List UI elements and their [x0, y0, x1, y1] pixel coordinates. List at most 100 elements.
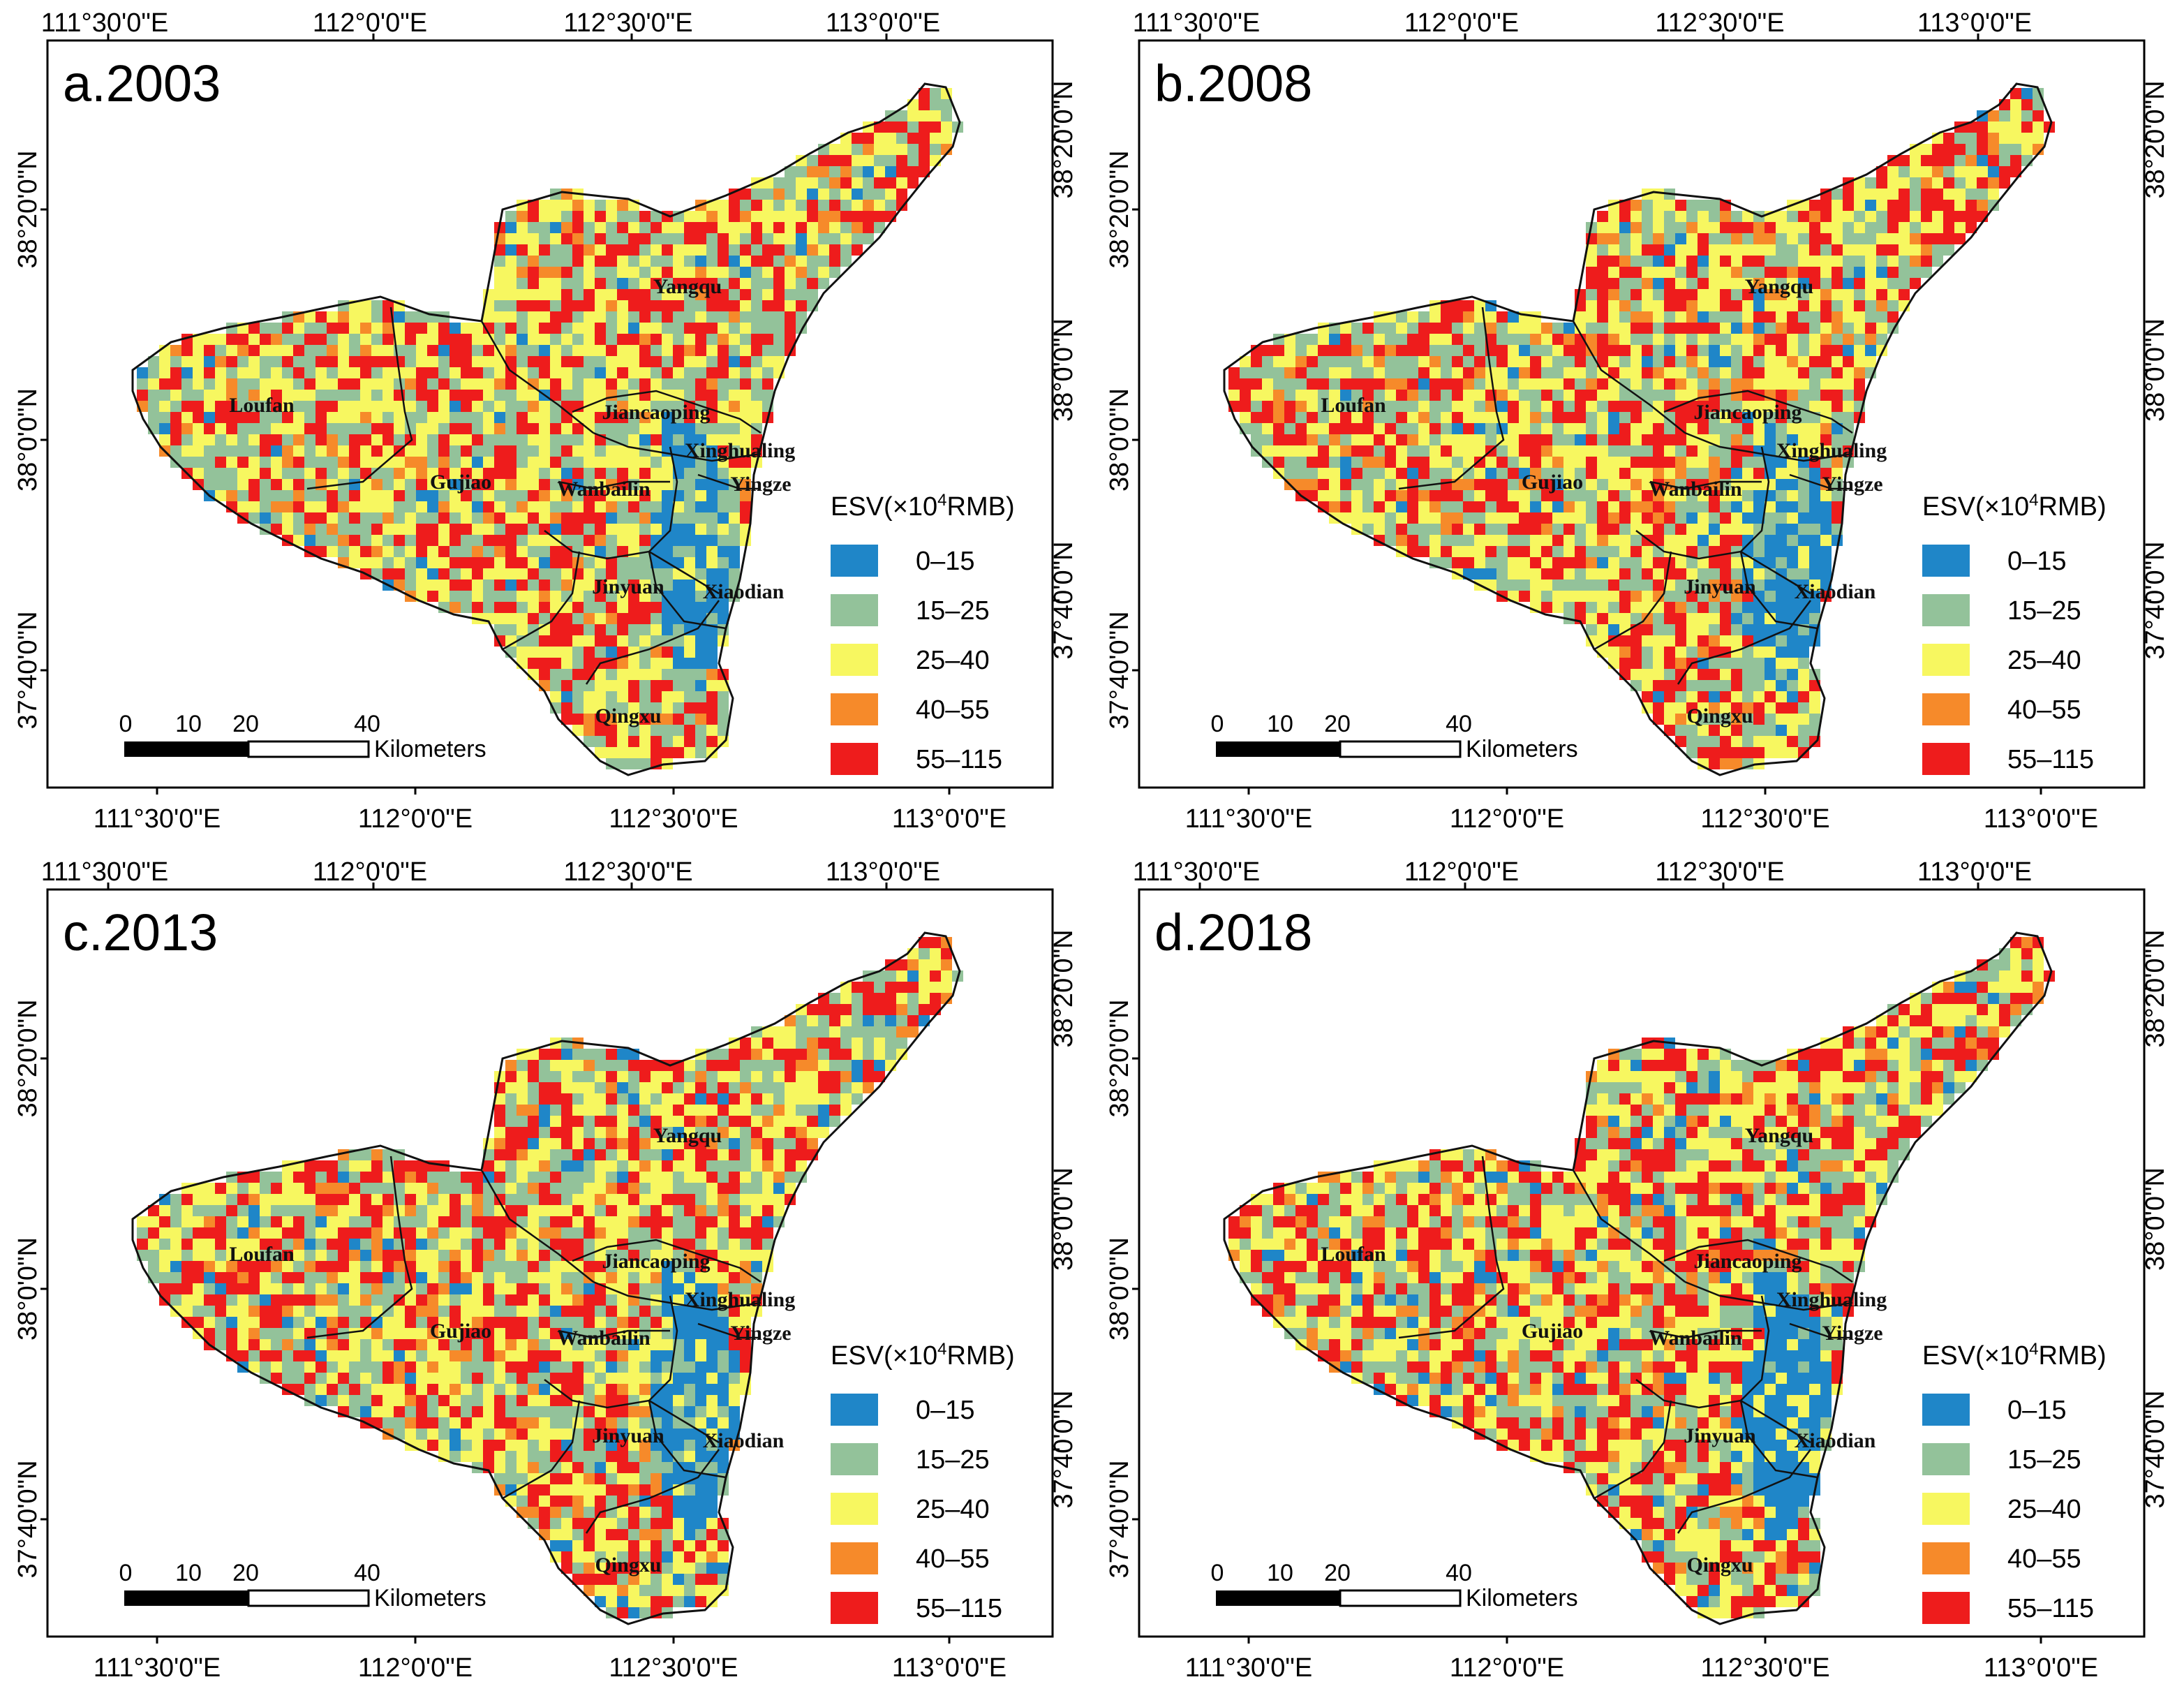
legend-label: 15–25: [916, 1445, 990, 1475]
lon-tick-top: 111°30'0"E: [1133, 8, 1260, 38]
lon-tick-top: 113°0'0"E: [826, 8, 940, 38]
place-label: Yingze: [1822, 1322, 1882, 1345]
lon-tick-bottom: 111°30'0"E: [94, 1653, 221, 1683]
place-label: Gujiao: [430, 471, 491, 494]
legend-swatch: [1922, 743, 1970, 775]
district-boundary: [648, 446, 678, 552]
legend-label: 15–25: [2007, 596, 2081, 626]
district-boundary: [306, 1156, 413, 1339]
lat-tick-left: 37°40'0"N: [13, 1460, 43, 1578]
scale-tick-label: 20: [232, 711, 259, 737]
district-boundary: [558, 1329, 670, 1339]
scale-tick-label: 0: [119, 711, 133, 737]
place-label: Jinyuan: [592, 575, 664, 598]
legend-swatch: [1922, 1443, 1970, 1475]
place-label: Jinyuan: [1684, 575, 1756, 598]
legend-title: ESV(×104RMB): [831, 491, 1015, 522]
scale-tick-label: 20: [232, 1560, 259, 1586]
panel-title: a.2003: [63, 54, 221, 112]
lat-tick-left: 38°20'0"N: [1105, 150, 1134, 268]
district-boundary: [1684, 1280, 1853, 1311]
scale-tick-label: 40: [1446, 1560, 1472, 1586]
place-label: Xiaodian: [1795, 580, 1876, 603]
district-boundary: [544, 1379, 720, 1444]
district-boundary: [585, 1449, 720, 1534]
place-label: Wanbailin: [1649, 1327, 1742, 1350]
legend-label: 0–15: [2007, 547, 2067, 576]
district-boundary: [572, 1239, 762, 1283]
district-boundary: [1663, 1239, 1853, 1283]
legend-swatch: [831, 644, 878, 676]
lon-tick-top: 112°30'0"E: [563, 8, 692, 38]
district-boundary: [648, 551, 727, 630]
legend-swatch: [1922, 644, 1970, 676]
scale-tick-label: 0: [1211, 711, 1224, 737]
legend-label: 0–15: [916, 547, 975, 576]
map-panel-d: Yangqu Loufan Gujiao Jiancaoping Xinghualing…: [1092, 849, 2183, 1698]
map-panel-b: Yangqu Loufan Gujiao Jiancaoping Xinghualing…: [1092, 0, 2183, 849]
legend-label: 40–55: [916, 1544, 990, 1574]
legend-swatch: [1922, 1394, 1970, 1426]
scale-tick-label: 10: [1267, 1560, 1293, 1586]
legend-swatch: [831, 743, 878, 775]
district-boundary: [648, 1295, 678, 1401]
district-boundary: [1649, 480, 1762, 490]
legend-label: 40–55: [916, 695, 990, 725]
lon-tick-bottom: 112°0'0"E: [1450, 1653, 1564, 1683]
district-boundary: [593, 431, 762, 462]
legend-label: 0–15: [2007, 1396, 2067, 1425]
scale-unit: Kilometers: [1466, 736, 1578, 762]
lat-tick-left: 37°40'0"N: [1105, 611, 1134, 729]
scale-unit: Kilometers: [1466, 1585, 1578, 1611]
district-boundary: [480, 1169, 594, 1283]
legend: ESV(×104RMB) 0–15 15–25 25–40 40–55 55–115: [1922, 491, 2107, 775]
scale-tick-label: 40: [354, 711, 380, 737]
legend: ESV(×104RMB) 0–15 15–25 25–40 40–55 55–115: [1922, 1340, 2107, 1624]
place-label: Loufan: [229, 1243, 295, 1266]
lon-tick-bottom: 112°30'0"E: [1700, 804, 1829, 834]
district-boundary: [585, 600, 720, 685]
lon-tick-bottom: 112°30'0"E: [1700, 1653, 1829, 1683]
region-boundary: [131, 931, 961, 1625]
legend-swatch: [831, 1493, 878, 1525]
place-label: Loufan: [1321, 1243, 1386, 1266]
place-label: Yangqu: [653, 275, 722, 298]
district-boundary: [1740, 446, 1770, 552]
lon-tick-bottom: 111°30'0"E: [1185, 804, 1312, 834]
district-boundary: [480, 320, 594, 434]
legend-swatch: [831, 693, 878, 725]
place-label: Xiaodian: [703, 580, 785, 603]
place-label: Qingxu: [1686, 704, 1753, 728]
scale-tick-label: 20: [1324, 1560, 1351, 1586]
district-boundary: [1594, 551, 1672, 651]
lon-tick-bottom: 112°30'0"E: [609, 804, 738, 834]
scale-unit: Kilometers: [374, 736, 486, 762]
lon-tick-top: 112°0'0"E: [1404, 8, 1519, 38]
place-label: Xinghualing: [685, 1288, 795, 1311]
lon-tick-bottom: 113°0'0"E: [1984, 1653, 2098, 1683]
panel-title: c.2013: [63, 903, 218, 961]
esv-raster: [1228, 937, 2055, 1618]
place-label: Yingze: [1822, 473, 1882, 496]
place-label: Jiancaoping: [602, 1250, 710, 1273]
lat-tick-left: 38°0'0"N: [13, 1237, 43, 1341]
lon-tick-bottom: 111°30'0"E: [94, 804, 221, 834]
district-boundary: [697, 473, 761, 490]
district-boundary: [1635, 1379, 1811, 1444]
lat-tick-left: 37°40'0"N: [13, 611, 43, 729]
lon-tick-bottom: 113°0'0"E: [1984, 804, 2098, 834]
lon-tick-top: 112°30'0"E: [1655, 8, 1784, 38]
district-boundary: [572, 390, 762, 434]
district-boundary: [306, 307, 413, 490]
lon-tick-bottom: 112°0'0"E: [358, 804, 473, 834]
district-boundary: [1635, 530, 1811, 595]
lon-tick-top: 112°30'0"E: [1655, 857, 1784, 887]
district-boundary: [1677, 600, 1811, 685]
map-svg-c: Yangqu Loufan Gujiao Jiancaoping Xinghualing…: [13, 857, 1078, 1683]
scale-tick-label: 0: [1211, 1560, 1224, 1586]
place-label: Loufan: [1321, 394, 1386, 417]
place-label: Loufan: [229, 394, 295, 417]
legend-title: ESV(×104RMB): [1922, 1340, 2107, 1371]
place-label: Xinghualing: [1776, 439, 1887, 462]
